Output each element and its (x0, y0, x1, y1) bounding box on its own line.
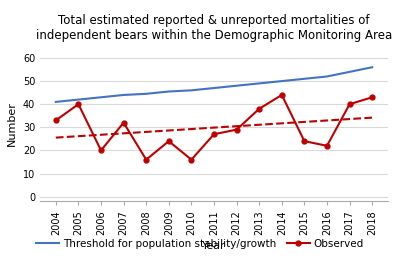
Y-axis label: Number: Number (7, 101, 17, 146)
Title: Total estimated reported & unreported mortalities of
independent bears within th: Total estimated reported & unreported mo… (36, 14, 392, 43)
X-axis label: Year: Year (202, 240, 226, 251)
Legend: Threshold for population stability/growth, Observed: Threshold for population stability/growt… (32, 235, 368, 253)
